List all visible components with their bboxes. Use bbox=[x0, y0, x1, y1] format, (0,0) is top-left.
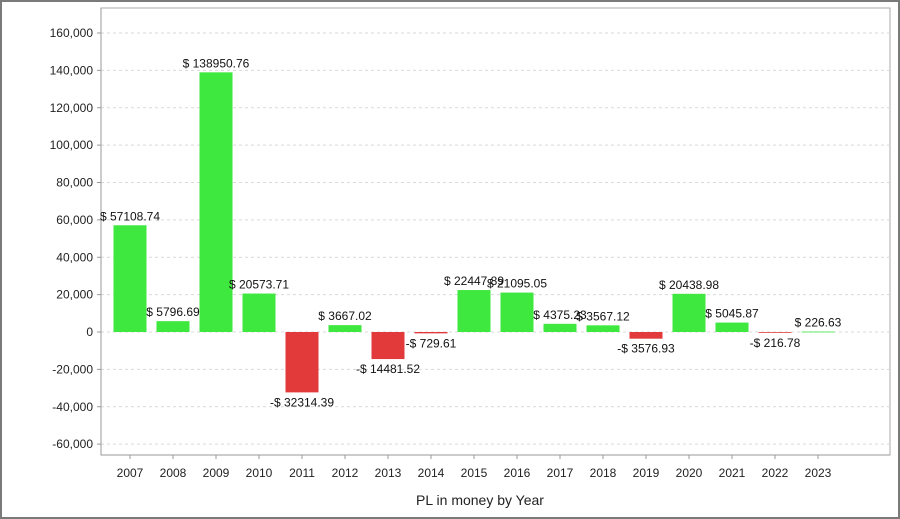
y-tick-label: 80,000 bbox=[56, 176, 93, 190]
x-tick-label: 2012 bbox=[332, 466, 359, 480]
x-tick-label: 2007 bbox=[117, 466, 144, 480]
data-labels: $ 57108.74 $ 5796.69 $ 138950.76 $ 20573.71… bbox=[100, 56, 842, 409]
bar bbox=[801, 331, 835, 333]
bars bbox=[113, 72, 835, 393]
y-tick-label: -40,000 bbox=[52, 400, 93, 414]
y-tick-label: 140,000 bbox=[50, 63, 94, 77]
data-label: -$ 729.61 bbox=[406, 336, 457, 350]
bar bbox=[371, 332, 405, 360]
bar bbox=[242, 293, 276, 332]
x-tick-label: 2021 bbox=[719, 466, 746, 480]
data-label: $ 20573.71 bbox=[229, 278, 289, 292]
bar bbox=[156, 321, 190, 332]
x-tick-label: 2018 bbox=[590, 466, 617, 480]
data-label: -$ 14481.52 bbox=[356, 362, 420, 376]
data-label: $ 4375.23 bbox=[533, 308, 587, 322]
data-label: $ 226.63 bbox=[795, 316, 842, 330]
x-tick-label: 2008 bbox=[160, 466, 187, 480]
data-label: $ 21095.05 bbox=[487, 277, 547, 291]
y-tick-label: -20,000 bbox=[52, 362, 93, 376]
data-label: $ 5045.87 bbox=[705, 307, 759, 321]
x-tick-label: 2009 bbox=[203, 466, 230, 480]
data-label: -$ 3576.93 bbox=[617, 342, 675, 356]
y-axis: -60,000 -40,000 -20,000 0 20,000 40,000 60,000… bbox=[50, 8, 102, 455]
x-tick-label: 2016 bbox=[504, 466, 531, 480]
y-tick-label: 160,000 bbox=[50, 26, 94, 40]
y-tick-label: 40,000 bbox=[56, 250, 93, 264]
y-tick-label: -60,000 bbox=[52, 437, 93, 451]
data-label: -$ 216.78 bbox=[750, 336, 801, 350]
x-tick-label: 2010 bbox=[246, 466, 273, 480]
data-label: $ 57108.74 bbox=[100, 209, 160, 223]
y-tick-label: 0 bbox=[86, 325, 93, 339]
bar bbox=[543, 323, 577, 332]
x-tick-label: 2020 bbox=[676, 466, 703, 480]
y-tick-label: 20,000 bbox=[56, 288, 93, 302]
bar bbox=[328, 325, 362, 332]
bar bbox=[414, 332, 448, 334]
x-axis-title: PL in money by Year bbox=[416, 492, 544, 508]
x-tick-label: 2013 bbox=[375, 466, 402, 480]
bar bbox=[715, 322, 749, 332]
bar bbox=[199, 72, 233, 333]
data-label: $ 3567.12 bbox=[576, 309, 630, 323]
bar bbox=[586, 325, 620, 332]
bar bbox=[113, 225, 147, 332]
y-tick-label: 100,000 bbox=[50, 138, 94, 152]
x-axis: 2007 2008 2009 2010 2011 2012 2013 2014 2015 2016… bbox=[101, 454, 890, 480]
bar bbox=[285, 332, 319, 393]
data-label: $ 22447.89 bbox=[444, 274, 504, 288]
x-tick-label: 2014 bbox=[418, 466, 445, 480]
bar bbox=[457, 290, 491, 332]
x-tick-label: 2015 bbox=[461, 466, 488, 480]
x-tick-label: 2023 bbox=[805, 466, 832, 480]
x-tick-label: 2019 bbox=[633, 466, 660, 480]
data-label: $ 5796.69 bbox=[146, 305, 200, 319]
data-label: $ 3667.02 bbox=[318, 309, 372, 323]
bar bbox=[629, 332, 663, 339]
y-tick-label: 60,000 bbox=[56, 213, 93, 227]
x-tick-label: 2022 bbox=[762, 466, 789, 480]
bar bbox=[758, 332, 792, 333]
bar bbox=[672, 293, 706, 332]
data-label: -$ 32314.39 bbox=[270, 395, 334, 409]
data-label: $ 20438.98 bbox=[659, 278, 719, 292]
x-tick-label: 2017 bbox=[547, 466, 574, 480]
x-tick-label: 2011 bbox=[289, 466, 315, 480]
data-label: $ 138950.76 bbox=[183, 56, 250, 70]
bar bbox=[500, 292, 534, 332]
y-tick-label: 120,000 bbox=[50, 101, 94, 115]
